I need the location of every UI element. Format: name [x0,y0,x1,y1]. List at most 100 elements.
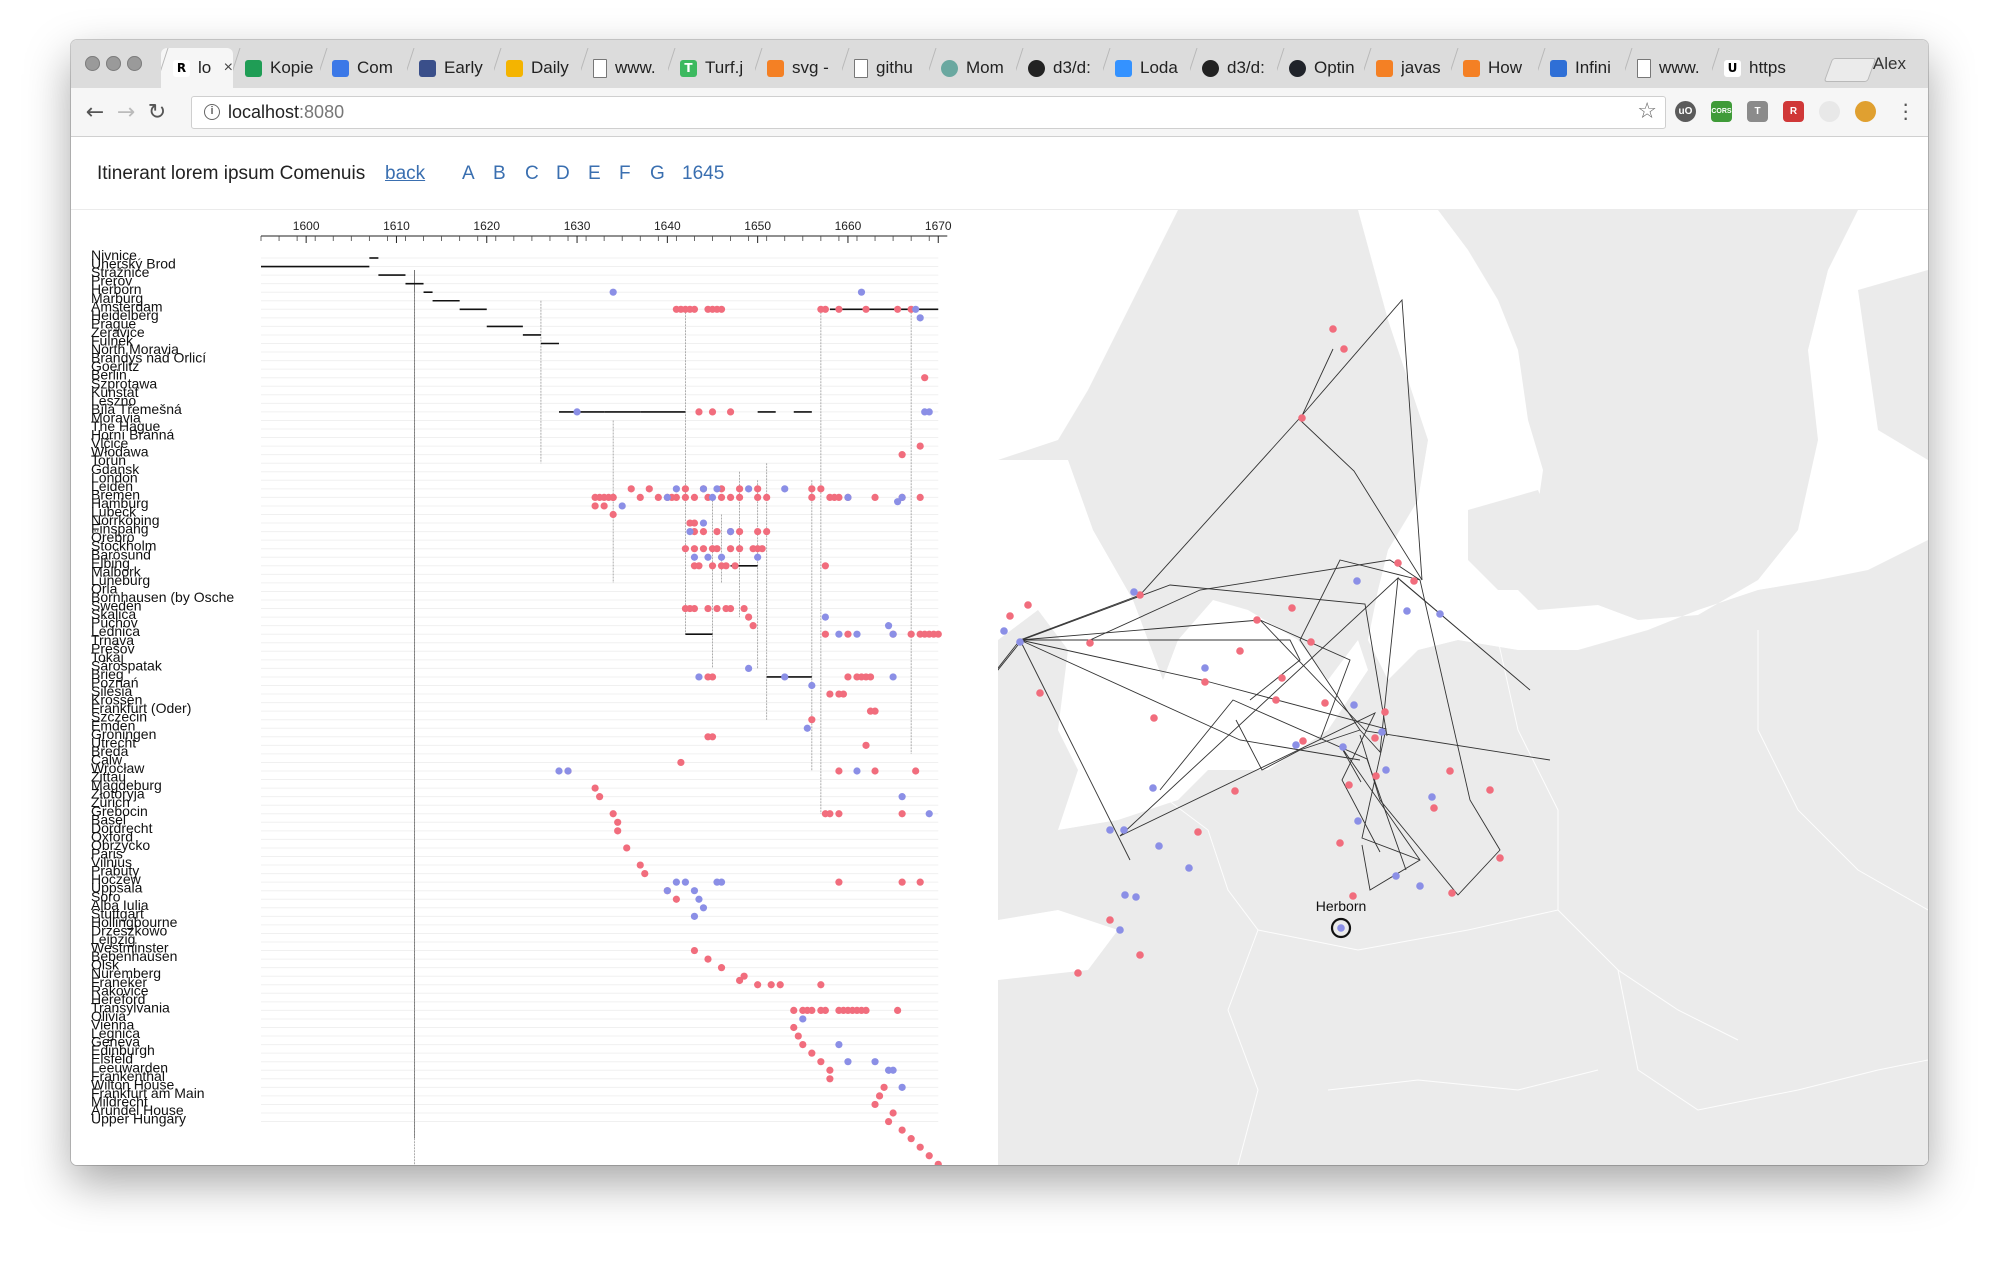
place-label[interactable]: Basel [91,811,126,827]
place-label[interactable]: Lubeck [91,504,137,520]
place-label[interactable]: Wilton House [91,1076,174,1092]
place-label[interactable]: Transylvania [91,999,170,1015]
visit-dot[interactable] [699,545,708,553]
place-label[interactable]: Upper Hungary [91,1111,186,1127]
map-place-dot[interactable] [1253,616,1261,624]
map-place-dot[interactable] [1381,708,1389,716]
profile-name[interactable]: Alex [1872,54,1906,73]
visit-dot[interactable] [708,562,717,570]
visit-dot[interactable] [672,493,680,501]
nav-link-year[interactable]: 1645 [682,163,725,184]
nav-link-g[interactable]: G [650,163,665,184]
visit-dot[interactable] [821,613,829,621]
map-place-dot[interactable] [1446,767,1454,775]
visit-dot[interactable] [745,485,753,493]
visit-dot[interactable] [717,493,726,501]
tab-9[interactable]: Mom [929,48,1016,88]
tab-10[interactable]: d3/d: [1016,48,1103,88]
place-label[interactable]: Krossen [91,692,142,708]
visit-dot[interactable] [884,1117,893,1126]
visit-dot[interactable] [695,673,703,681]
place-label[interactable]: Leiden [91,478,133,494]
visit-dot[interactable] [808,485,816,493]
visit-dot[interactable] [916,442,924,450]
visit-dot[interactable] [912,305,920,313]
visit-dot[interactable] [754,981,762,989]
visit-dot[interactable] [564,767,572,775]
visit-dot[interactable] [704,955,712,963]
visit-dot[interactable] [681,485,690,493]
visit-dot[interactable] [844,493,852,501]
visit-dot[interactable] [898,1126,906,1134]
visit-dot[interactable] [835,1041,843,1049]
visit-dot[interactable] [609,493,617,501]
place-label[interactable]: Grebocin [91,803,148,819]
react-devtools-extension-icon[interactable]: R [1783,101,1804,122]
place-label[interactable]: Mildrecht [91,1093,148,1109]
address-bar[interactable]: i localhost:8080 ☆ [191,96,1666,129]
place-label[interactable]: Trnava [91,632,134,648]
place-label[interactable]: Zittau [91,769,126,785]
visit-dot[interactable] [808,681,816,690]
visit-dot[interactable] [934,1160,942,1165]
map-place-dot[interactable] [1350,701,1358,709]
place-label[interactable]: Legnica [91,1025,140,1041]
place-label[interactable]: Brandys nad Orlicí [91,350,206,366]
map-place-dot[interactable] [1272,696,1280,704]
place-label[interactable]: Berlin [91,367,127,383]
nav-link-f[interactable]: F [619,163,631,184]
place-label[interactable]: Sweden [91,598,142,614]
visit-dot[interactable] [898,493,906,501]
map-place-dot[interactable] [1416,882,1424,890]
visit-dot[interactable] [844,630,852,638]
visit-dot[interactable] [645,485,653,493]
visit-dot[interactable] [690,545,699,553]
visit-dot[interactable] [794,1032,802,1040]
place-label[interactable]: Gdansk [91,461,140,477]
map-place-dot[interactable] [1201,664,1209,672]
map-place-dot[interactable] [1299,737,1307,745]
map-place-dot[interactable] [1130,588,1138,596]
visit-dot[interactable] [916,314,924,322]
place-label[interactable]: Prague [91,315,136,331]
visit-dot[interactable] [591,784,599,792]
map-place-dot[interactable] [1403,607,1411,615]
visit-dot[interactable] [803,724,811,732]
visit-dot[interactable] [745,613,753,621]
place-label[interactable]: Moravia [91,409,141,425]
visit-dot[interactable] [740,972,748,980]
map-place-dot[interactable] [1372,772,1380,780]
visit-dot[interactable] [731,562,739,570]
map-place-dot[interactable] [1430,804,1438,812]
place-label[interactable]: Elsfeld [91,1051,133,1067]
visit-dot[interactable] [740,604,748,613]
visit-dot[interactable] [889,1109,897,1117]
place-label[interactable]: Marburg [91,290,143,306]
visit-dot[interactable] [681,493,690,501]
map-place-dot[interactable] [1074,969,1082,977]
map-place-dot[interactable] [1382,766,1390,774]
ublock-extension-icon[interactable]: uO [1675,101,1696,122]
place-label[interactable]: Drzeszkowo [91,922,167,938]
visit-dot[interactable] [862,1006,870,1015]
visit-dot[interactable] [912,767,920,775]
place-label[interactable]: Prešov [91,640,135,656]
visit-dot[interactable] [672,895,680,903]
place-label[interactable]: Westminster [91,940,169,956]
map-place-dot[interactable] [1120,826,1128,834]
place-label[interactable]: Szczecin [91,709,147,725]
place-label[interactable]: Zeravice [91,324,145,340]
ghost-extension-icon[interactable] [1819,101,1840,122]
place-label[interactable]: Vienna [91,1017,135,1033]
selected-place-dot[interactable] [1337,924,1345,932]
visit-dot[interactable] [681,878,690,886]
window-close-button[interactable] [85,56,100,71]
map-place-dot[interactable] [1336,839,1344,847]
place-label[interactable]: Kunstat [91,384,139,400]
nav-link-a[interactable]: A [462,163,475,184]
visit-dot[interactable] [835,305,843,313]
visit-dot[interactable] [871,767,879,775]
visit-dot[interactable] [754,493,762,501]
map-place-dot[interactable] [1121,891,1129,899]
visit-dot[interactable] [817,981,825,989]
